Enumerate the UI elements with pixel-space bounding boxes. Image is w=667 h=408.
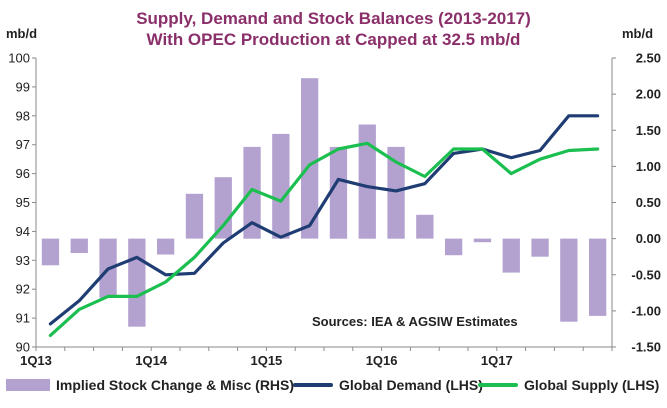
right-tick-label: 0.00	[636, 231, 661, 246]
axes: 90 91 92 93 94 95 96 97 98 99 100 -1.50 -1.00 -0.50 0.…	[8, 51, 661, 369]
x-tick-label: 1Q14	[135, 353, 168, 368]
x-tick-label: 1Q16	[366, 353, 398, 368]
left-tick-label: 91	[16, 311, 30, 326]
source-note: Sources: IEA & AGSIW Estimates	[312, 314, 518, 329]
left-tick-label: 94	[16, 224, 30, 239]
legend-item-stock-change: Implied Stock Change & Misc (RHS)	[6, 374, 294, 396]
bar-3Q14	[214, 177, 232, 239]
legend-swatch-demand	[293, 383, 333, 387]
bar-3Q16	[445, 238, 463, 256]
bar-2Q13	[70, 238, 88, 253]
left-tick-label: 95	[16, 195, 30, 210]
bar-2Q16	[416, 214, 434, 239]
x-tick-label: 1Q15	[250, 353, 282, 368]
chart-title: Supply, Demand and Stock Balances (2013-…	[0, 8, 667, 50]
legend-item-demand: Global Demand (LHS)	[293, 374, 483, 396]
line-series	[48, 114, 600, 337]
bar-4Q17	[589, 238, 607, 316]
bar-4Q13	[128, 238, 146, 327]
bar-3Q17	[560, 238, 578, 322]
legend-swatch-bars	[6, 379, 50, 391]
bar-1Q17	[502, 238, 520, 273]
right-tick-label: 1.50	[636, 123, 661, 138]
right-tick-label: -1.50	[631, 340, 661, 355]
legend-label-stock-change: Implied Stock Change & Misc (RHS)	[56, 377, 295, 393]
bar-2Q15	[301, 78, 319, 239]
left-tick-label: 92	[16, 282, 30, 297]
bar-4Q14	[243, 146, 261, 239]
line-demand	[48, 114, 600, 326]
legend-label-supply: Global Supply (LHS)	[524, 377, 660, 393]
chart-canvas: 90 91 92 93 94 95 96 97 98 99 100 -1.50 -1.00 -0.50 0.…	[6, 26, 661, 369]
x-tick-label: 1Q13	[20, 353, 52, 368]
bar-1Q15	[272, 133, 290, 239]
bar-2Q17	[531, 238, 549, 257]
left-tick-label: 93	[16, 253, 30, 268]
left-tick-label: 97	[16, 137, 30, 152]
bar-1Q16	[387, 146, 405, 239]
legend-item-supply: Global Supply (LHS)	[478, 374, 659, 396]
bar-4Q16	[473, 238, 492, 243]
bar-series	[41, 78, 607, 327]
bar-1Q14	[157, 238, 175, 255]
right-tick-label: 0.50	[636, 195, 661, 210]
left-tick-label: 98	[16, 108, 30, 123]
right-axis-unit: mb/d	[622, 26, 653, 41]
bar-3Q15	[329, 146, 348, 239]
bar-2Q14	[185, 193, 204, 239]
x-tick-label: 1Q17	[481, 353, 513, 368]
chart-title-line-1: Supply, Demand and Stock Balances (2013-…	[136, 9, 531, 28]
left-tick-label: 99	[16, 79, 30, 94]
chart-legend: Implied Stock Change & Misc (RHS) Global…	[0, 374, 667, 396]
legend-swatch-supply	[478, 383, 518, 387]
bar-1Q13	[41, 238, 60, 266]
right-tick-label: -1.00	[631, 303, 661, 318]
left-axis-unit: mb/d	[6, 26, 37, 41]
right-tick-label: 1.00	[636, 159, 661, 174]
line-supply	[48, 141, 600, 337]
right-tick-label: 2.00	[636, 87, 661, 102]
legend-label-demand: Global Demand (LHS)	[339, 377, 483, 393]
left-tick-label: 90	[16, 340, 30, 355]
right-tick-label: -0.50	[631, 267, 661, 282]
left-tick-label: 96	[16, 166, 30, 181]
right-tick-label: 2.50	[636, 51, 661, 66]
left-tick-label: 100	[8, 51, 30, 66]
bar-4Q15	[358, 124, 376, 239]
chart-title-line-2: With OPEC Production at Capped at 32.5 m…	[146, 30, 521, 49]
